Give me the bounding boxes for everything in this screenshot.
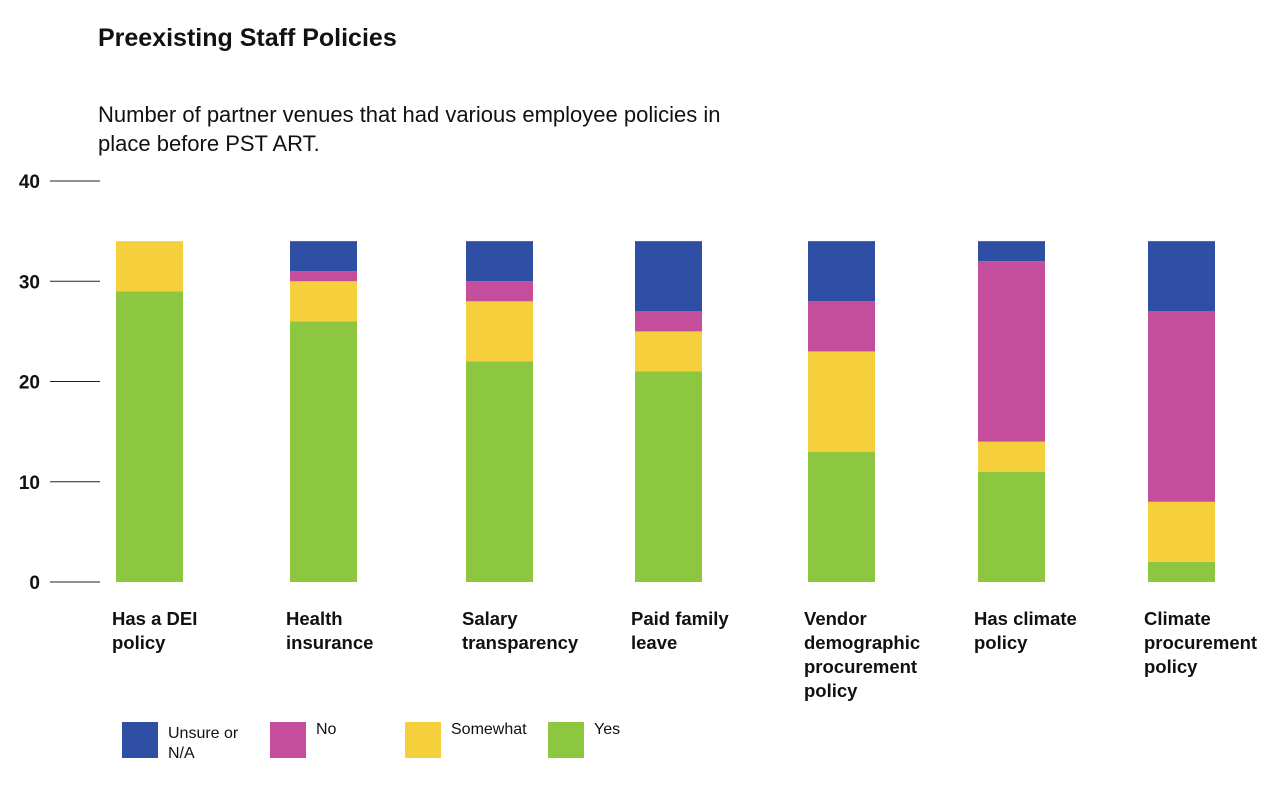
chart-title: Preexisting Staff Policies [98, 24, 397, 52]
legend-label: Somewhat [451, 721, 527, 738]
x-category-label: Health insurance [286, 608, 374, 653]
bar-segment-no [290, 271, 357, 282]
y-tick-label: 20 [19, 373, 40, 394]
bar-segment-yes [466, 361, 533, 582]
bar-segment-no [808, 301, 875, 352]
legend-label: Unsure or N/A [168, 725, 239, 762]
y-tick-label: 10 [19, 473, 40, 494]
bar-segment-somewhat [290, 281, 357, 322]
bar-segment-yes [808, 451, 875, 582]
bar-segment-unsure-or-n-a [290, 241, 357, 272]
bar-segment-yes [290, 321, 357, 582]
legend-swatch [122, 722, 158, 758]
bar-segment-somewhat [116, 241, 183, 292]
y-tick-label: 40 [19, 172, 40, 193]
chart-subtitle: Number of partner venues that had variou… [98, 102, 721, 156]
legend-swatch [405, 722, 441, 758]
bar-segment-no [978, 261, 1045, 442]
bar-segment-unsure-or-n-a [808, 241, 875, 302]
legend-swatch [270, 722, 306, 758]
bar-segment-yes [116, 291, 183, 582]
x-category-label: Has a DEI policy [112, 608, 198, 653]
x-category-label: Vendor demographic procurement policy [804, 608, 921, 701]
bar-segment-somewhat [635, 331, 702, 372]
legend-label: No [316, 721, 337, 738]
y-tick-label: 30 [19, 272, 40, 293]
x-category-label: Paid family leave [631, 608, 729, 653]
bar-segment-unsure-or-n-a [1148, 241, 1215, 312]
x-category-label: Salary transparency [462, 608, 579, 653]
bar-segment-somewhat [978, 441, 1045, 472]
bar-segment-yes [978, 471, 1045, 582]
y-tick-label: 0 [29, 573, 40, 594]
legend-swatch [548, 722, 584, 758]
bar-segment-somewhat [1148, 501, 1215, 562]
bar-segment-unsure-or-n-a [466, 241, 533, 282]
x-category-label: Has climate policy [974, 608, 1077, 653]
legend-label: Yes [594, 721, 621, 738]
bar-segment-yes [1148, 561, 1215, 582]
bar-segment-somewhat [808, 351, 875, 452]
x-category-label: Climate procurement policy [1144, 608, 1258, 677]
bar-segment-somewhat [466, 301, 533, 362]
bar-segment-unsure-or-n-a [978, 241, 1045, 262]
bar-segment-no [1148, 311, 1215, 502]
bar-segment-unsure-or-n-a [635, 241, 702, 312]
bar-segment-no [466, 281, 533, 302]
bar-segment-no [635, 311, 702, 332]
bar-segment-yes [635, 371, 702, 582]
